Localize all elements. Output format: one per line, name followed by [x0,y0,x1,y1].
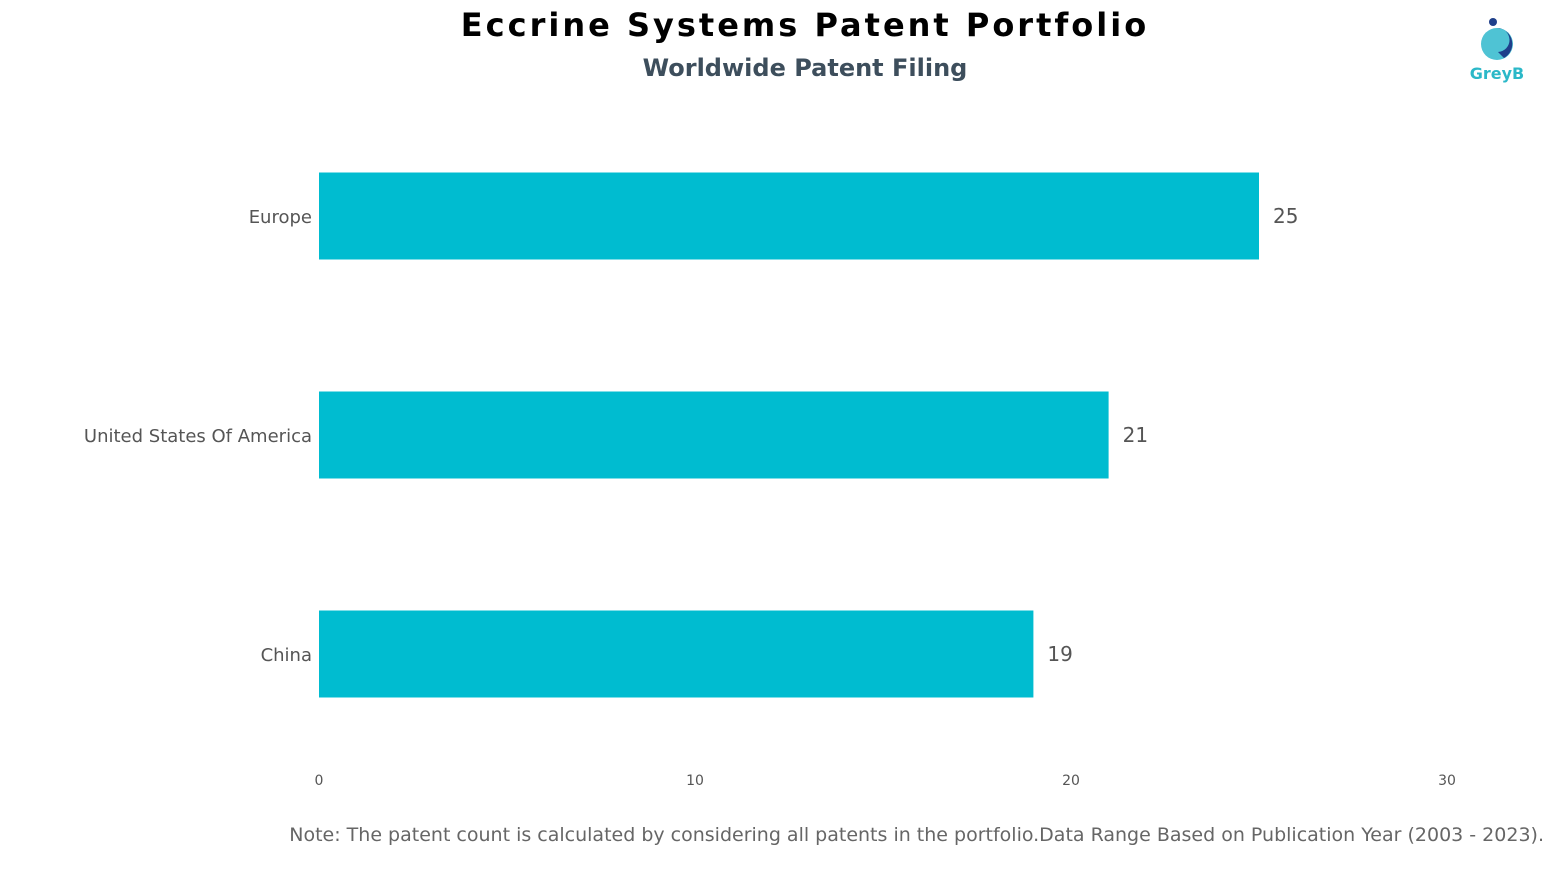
bar-chart: Europe 25 United States Of America 21 China 1… [84,172,1456,789]
footnote: Note: The patent count is calculated by … [289,824,1544,846]
chart-title: Eccrine Systems Patent Portfolio [460,6,1150,44]
x-tick-label: 0 [315,773,324,789]
logo-text: GreyB [1469,64,1525,83]
greyb-logo: GreyB [1462,14,1532,94]
category-label: China [261,645,312,666]
data-label: 21 [1123,423,1148,447]
x-tick-label: 30 [1438,773,1456,789]
greyb-logo-icon [1481,18,1513,60]
bar-united-states-of-america [319,391,1109,479]
chart-subtitle: Worldwide Patent Filing [642,54,968,82]
data-label: 19 [1047,642,1072,666]
bar-europe [319,172,1259,260]
category-label: United States Of America [84,426,312,447]
category-label: Europe [249,207,312,228]
bar-china [319,610,1034,698]
x-tick-label: 10 [686,773,704,789]
data-label: 25 [1273,204,1298,228]
x-tick-label: 20 [1062,773,1080,789]
